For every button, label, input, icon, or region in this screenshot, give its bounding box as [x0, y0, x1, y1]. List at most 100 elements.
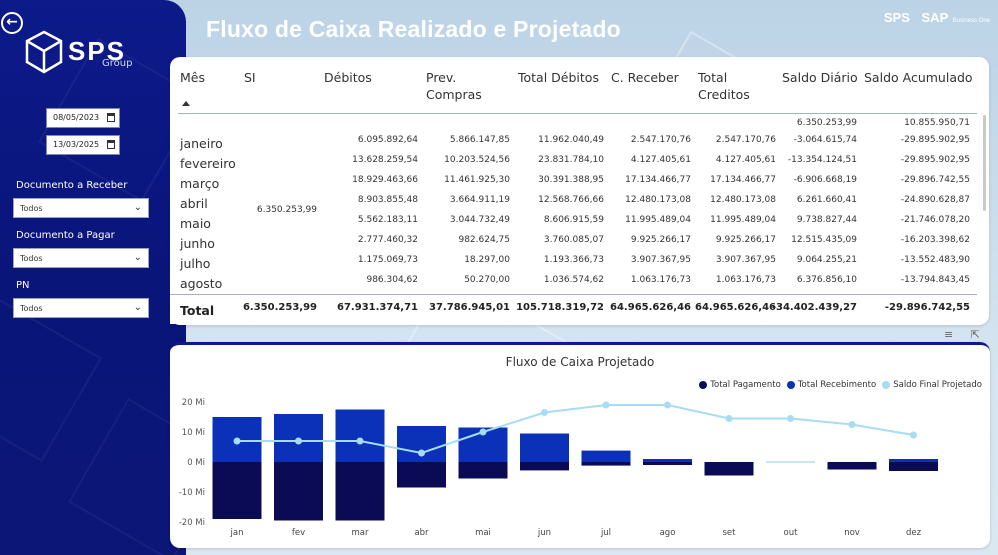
- line-point-saldo-final: [787, 415, 794, 422]
- table-cell-si: 6.350.253,99: [256, 205, 317, 215]
- row-month-label[interactable]: agosto: [180, 276, 223, 291]
- total-saldo-diario: -34.402.439,27: [771, 302, 857, 313]
- focus-mode-icon[interactable]: ⇱: [970, 328, 980, 341]
- col-header-total-creditos[interactable]: Total Creditos: [698, 70, 750, 102]
- y-tick-label: 20 Mi: [182, 398, 205, 408]
- table-scrollbar[interactable]: [983, 115, 986, 211]
- bar-pagamento: [397, 462, 446, 488]
- col-header-si[interactable]: SI: [244, 70, 256, 85]
- filter-select-documento-pagar[interactable]: Todos ⌄: [13, 248, 149, 268]
- line-point-saldo-final: [664, 401, 671, 409]
- calendar-icon[interactable]: [107, 113, 115, 122]
- line-point-saldo-final: [356, 437, 364, 445]
- cashflow-chart: Fluxo de Caixa Projetado Total Pagamento…: [170, 342, 990, 548]
- legend-label: Total Recebimento: [797, 380, 877, 390]
- brand-subtitle: Group: [102, 58, 133, 69]
- calendar-icon[interactable]: [107, 140, 115, 149]
- filter-label-documento-receber: Documento a Receber: [16, 180, 128, 191]
- date-end-value: 13/03/2025: [53, 140, 100, 149]
- table-cell-c-rec: 4.127.405,61: [630, 155, 691, 165]
- x-tick-label: mar: [352, 528, 369, 538]
- total-total-debitos: 105.718.319,72: [516, 302, 604, 313]
- filter-icon[interactable]: ≡: [944, 328, 954, 341]
- header-logos: SPS SAP Business One: [876, 10, 990, 30]
- total-label: Total: [180, 303, 215, 318]
- row-month-label[interactable]: fevereiro: [180, 156, 236, 171]
- col-header-mes[interactable]: Mês: [180, 70, 205, 85]
- col-header-prev-compras[interactable]: Prev. Compras: [426, 70, 482, 102]
- chart-legend: Total Pagamento Total Recebimento Saldo …: [699, 380, 982, 390]
- sort-ascending-icon[interactable]: [182, 101, 190, 106]
- table-cell-saldo-d: -13.354.124,51: [787, 155, 857, 165]
- back-arrow-icon[interactable]: ←: [1, 12, 23, 34]
- legend-item-recebimento[interactable]: Total Recebimento: [786, 380, 877, 390]
- table-cell-tot-deb: 3.760.085,07: [543, 235, 604, 245]
- select-value: Todos: [20, 204, 43, 213]
- total-c-receber: 64.965.626,46: [610, 302, 691, 313]
- bar-pagamento: [827, 462, 877, 470]
- line-point-saldo-final: [725, 415, 733, 422]
- table-cell-tot-cred: 2.547.170,76: [715, 135, 776, 145]
- filter-label-pn: PN: [16, 280, 30, 291]
- cube-logo-icon: [25, 30, 63, 74]
- sidebar-decoration: [68, 398, 186, 555]
- row-month-label[interactable]: janeiro: [180, 136, 223, 151]
- col-header-debitos[interactable]: Débitos: [324, 70, 372, 85]
- table-cell-prev: 11.461.925,30: [444, 175, 510, 185]
- table-cell-debitos: 986.304,62: [366, 275, 418, 285]
- line-point-saldo-final: [479, 428, 487, 436]
- date-start-field[interactable]: 08/05/2023: [46, 108, 120, 128]
- table-cell-saldo-a: -29.895.902,95: [900, 155, 970, 165]
- table-cell-debitos: 8.903.855,48: [357, 195, 418, 205]
- row-month-label[interactable]: março: [180, 176, 220, 191]
- x-tick-label: mai: [475, 528, 491, 538]
- table-cell-debitos: 6.095.892,64: [357, 135, 418, 145]
- x-tick-label: jul: [600, 528, 611, 538]
- table-cell-prev: 5.866.147,85: [449, 135, 510, 145]
- row-month-label[interactable]: maio: [180, 216, 211, 231]
- table-cell-saldo-d: 9.064.255,21: [796, 255, 857, 265]
- visual-header-icons: ≡ ⇱: [944, 328, 990, 342]
- table-cell-prev: 18.297,00: [464, 255, 510, 265]
- chevron-down-icon: ⌄: [133, 202, 142, 213]
- row-month-label[interactable]: julho: [180, 256, 211, 271]
- table-cell-saldo-a: -13.794.843,45: [900, 275, 970, 285]
- x-tick-label: dez: [906, 528, 922, 538]
- col-header-saldo-acumulado[interactable]: Saldo Acumulado: [864, 70, 973, 85]
- chart-plot-area: 20 Mi 10 Mi 0 Mi -10 Mi -20 Mi jan fev mar abr ma…: [179, 398, 938, 538]
- sps-logo: SPS Group: [24, 30, 134, 76]
- total-si: 6.350.253,99: [242, 302, 317, 313]
- bar-recebimento: [581, 450, 631, 462]
- legend-item-pagamento[interactable]: Total Pagamento: [699, 380, 781, 390]
- table-cell-prev: 982.624,75: [458, 235, 510, 245]
- chevron-down-icon: ⌄: [133, 302, 142, 313]
- table-cell-debitos: 5.562.183,11: [357, 215, 418, 225]
- date-end-field[interactable]: 13/03/2025: [46, 135, 120, 155]
- table-cell-tot-cred: 3.907.367,95: [715, 255, 776, 265]
- table-cell-prev: 3.664.911,19: [449, 195, 510, 205]
- col-header-total-debitos[interactable]: Total Débitos: [518, 70, 599, 85]
- legend-label: Total Pagamento: [710, 380, 781, 390]
- line-point-saldo-final: [233, 437, 241, 445]
- legend-dot: [882, 381, 891, 389]
- legend-label: Saldo Final Projetado: [893, 380, 982, 390]
- col-header-c-receber[interactable]: C. Receber: [611, 70, 679, 85]
- row-month-label[interactable]: junho: [180, 236, 215, 251]
- filter-select-documento-receber[interactable]: Todos ⌄: [13, 198, 149, 218]
- table-cell-tot-cred: 9.925.266,17: [715, 235, 776, 245]
- chart-title: Fluxo de Caixa Projetado: [505, 355, 655, 369]
- table-cell-saldo-a: -21.746.078,20: [900, 215, 970, 225]
- bar-pagamento: [704, 462, 754, 476]
- filter-select-pn[interactable]: Todos ⌄: [13, 298, 149, 318]
- bar-recebimento: [643, 459, 692, 462]
- legend-item-saldo-final[interactable]: Saldo Final Projetado: [882, 380, 982, 390]
- bar-empty: [766, 461, 815, 463]
- sap-logo-subtitle: Business One: [952, 18, 990, 24]
- bar-recebimento: [520, 433, 569, 462]
- row-month-label[interactable]: abril: [180, 196, 208, 211]
- total-saldo-acumulado: -29.896.742,55: [884, 302, 970, 313]
- col-header-saldo-diario[interactable]: Saldo Diário: [782, 70, 858, 85]
- line-point-saldo-final: [910, 431, 917, 439]
- legend-dot: [786, 381, 795, 389]
- table-cell-saldo-d: -3.064.615,74: [793, 135, 857, 145]
